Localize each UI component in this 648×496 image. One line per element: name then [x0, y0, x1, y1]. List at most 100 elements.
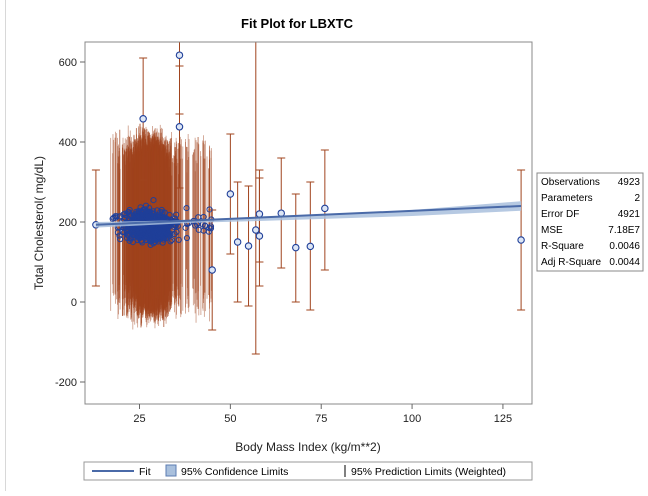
x-axis: 25 50 75 100 125	[133, 404, 512, 425]
chart-title: Fit Plot for LBXTC	[241, 16, 354, 31]
observation-point	[292, 243, 300, 252]
stats-label: MSE	[541, 225, 563, 236]
observation-point	[206, 206, 213, 213]
observation-point	[244, 242, 253, 250]
observation-point	[321, 204, 329, 213]
x-tick-label: 75	[315, 413, 327, 425]
y-axis-label: Total Cholesterol( mg/dL)	[32, 156, 46, 290]
observation-point	[183, 234, 191, 242]
observation-point	[150, 228, 157, 235]
prediction-limit-bars	[91, 42, 526, 355]
y-axis: -200 0 200 400 600	[55, 57, 85, 389]
observation-point	[121, 210, 128, 217]
fit-line	[95, 205, 522, 226]
stats-value: 2	[634, 193, 640, 204]
observation-point	[112, 213, 119, 220]
stats-label: Parameters	[541, 193, 593, 204]
observation-point	[207, 223, 215, 230]
observation-point	[149, 225, 156, 232]
observation-point	[192, 222, 199, 229]
stats-table-frame	[536, 172, 644, 272]
observation-point	[119, 228, 126, 235]
observation-point	[201, 222, 209, 229]
observation-point	[110, 214, 117, 221]
legend-confidence-label: 95% Confidence Limits	[181, 466, 288, 478]
observation-point	[144, 227, 151, 234]
observation-point	[252, 226, 260, 234]
observation-point	[163, 229, 170, 236]
stats-label: R-Square	[541, 241, 584, 252]
observation-point	[207, 225, 215, 232]
observation-point	[148, 231, 155, 238]
y-tick-label: 600	[59, 57, 77, 69]
plot-content	[91, 42, 526, 355]
fit-statistics-table: Observations 4923 Parameters 2 Error DF 4921 M…	[536, 172, 644, 272]
observation-point	[148, 238, 155, 245]
observation-point	[156, 228, 163, 235]
observation-point	[175, 51, 184, 59]
observation-point	[138, 230, 145, 238]
observation-point	[175, 123, 184, 131]
observation-point	[173, 211, 180, 218]
y-tick-label: 400	[59, 137, 77, 149]
stats-value: 0.0044	[609, 257, 640, 268]
y-tick-label: -200	[55, 377, 77, 389]
observation-point	[145, 204, 153, 212]
observation-point	[150, 240, 157, 247]
observation-point	[175, 236, 182, 243]
observation-point	[114, 229, 122, 236]
observation-point	[517, 236, 525, 244]
observation-point	[154, 207, 161, 214]
y-tick-label: 200	[59, 217, 77, 229]
y-tick-label: 0	[71, 297, 77, 309]
plot-frame	[84, 41, 533, 405]
stats-label: Error DF	[541, 209, 579, 220]
observation-point	[226, 190, 235, 198]
plot-area	[91, 42, 526, 355]
observation-point	[160, 236, 167, 243]
observation-point	[154, 228, 161, 235]
observation-point	[150, 197, 157, 204]
observation-point	[306, 242, 315, 251]
x-tick-label: 25	[133, 413, 145, 425]
observation-point	[208, 266, 216, 274]
observation-point	[134, 214, 141, 221]
stats-label: Observations	[541, 177, 600, 188]
stats-value: 7.18E7	[608, 225, 640, 236]
legend-confidence-swatch	[165, 464, 177, 477]
x-tick-label: 125	[494, 413, 512, 425]
observation-point	[133, 225, 140, 232]
x-axis-label: Body Mass Index (kg/m**2)	[235, 440, 380, 454]
observation-point	[183, 204, 190, 212]
x-tick-label: 100	[403, 413, 421, 425]
observation-point	[142, 236, 150, 243]
legend: Fit 95% Confidence Limits 95% Prediction L…	[83, 461, 533, 481]
observation-point	[171, 230, 178, 238]
observation-point	[116, 232, 123, 239]
legend-fit-label: Fit	[139, 466, 151, 478]
stats-value: 0.0046	[609, 241, 640, 252]
observation-point	[255, 210, 264, 218]
observation-point	[116, 213, 123, 220]
observation-point	[146, 213, 153, 220]
legend-frame	[83, 461, 533, 481]
observation-point	[139, 115, 147, 123]
observation-point	[277, 209, 285, 217]
observation-point	[145, 210, 152, 217]
observation-point	[122, 214, 129, 222]
x-tick-label: 50	[224, 413, 236, 425]
stats-value: 4921	[618, 209, 641, 220]
stats-label: Adj R-Square	[541, 257, 601, 268]
observation-point	[128, 235, 135, 242]
observation-point	[168, 236, 175, 244]
stats-value: 4923	[618, 177, 641, 188]
observation-point	[255, 232, 264, 240]
observation-point	[117, 236, 124, 243]
observation-point	[167, 238, 174, 245]
legend-prediction-label: 95% Prediction Limits (Weighted)	[351, 466, 506, 478]
left-divider	[5, 0, 6, 491]
observation-point	[233, 238, 242, 246]
observation-point	[155, 227, 163, 234]
